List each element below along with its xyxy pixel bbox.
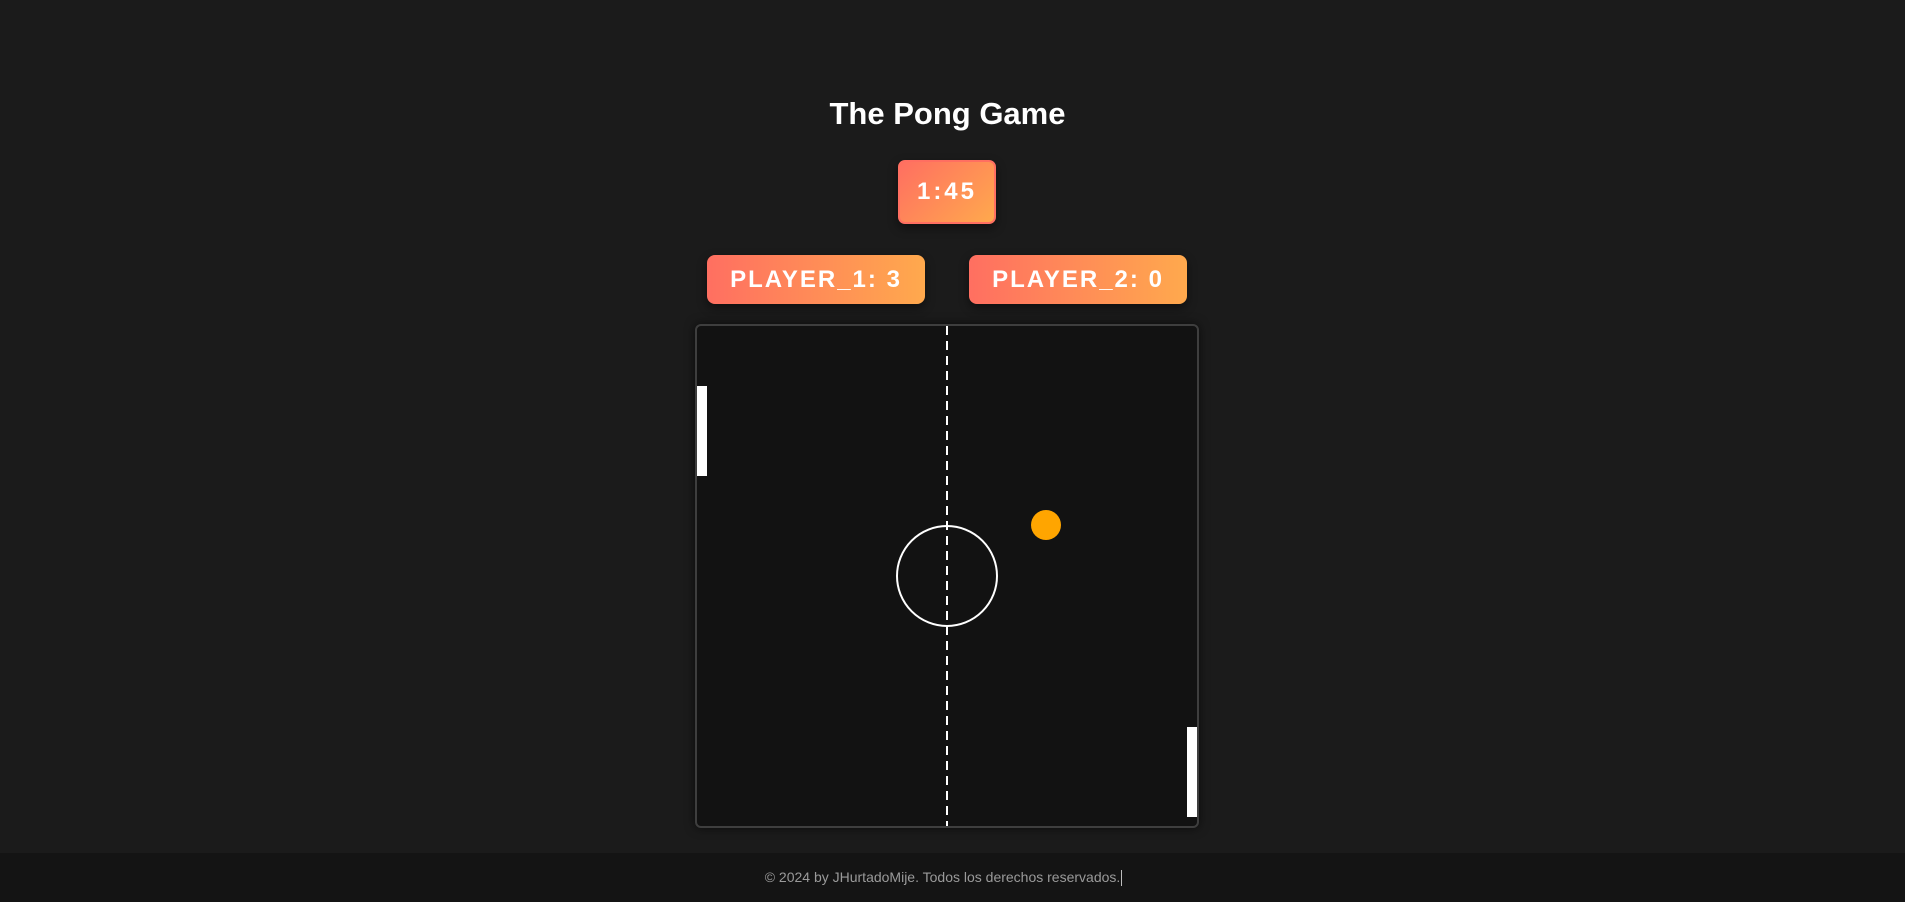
page-title: The Pong Game: [829, 96, 1066, 131]
player-2-score: PLAYER_2: 0: [969, 255, 1187, 304]
right-paddle: [1187, 727, 1197, 817]
game-canvas[interactable]: [697, 326, 1197, 826]
game-board[interactable]: [695, 324, 1199, 828]
footer: © 2024 by JHurtadoMije. Todos los derech…: [0, 853, 1905, 902]
copyright-text: © 2024 by JHurtadoMije. Todos los derech…: [764, 868, 1141, 887]
game-timer: 1:45: [898, 160, 996, 224]
text-caret: [1121, 870, 1123, 887]
player-1-score: PLAYER_1: 3: [707, 255, 925, 304]
left-paddle: [697, 386, 707, 476]
copyright-label: © 2024 by JHurtadoMije. Todos los derech…: [764, 868, 1121, 885]
center-circle: [896, 525, 998, 627]
ball: [1031, 510, 1061, 540]
